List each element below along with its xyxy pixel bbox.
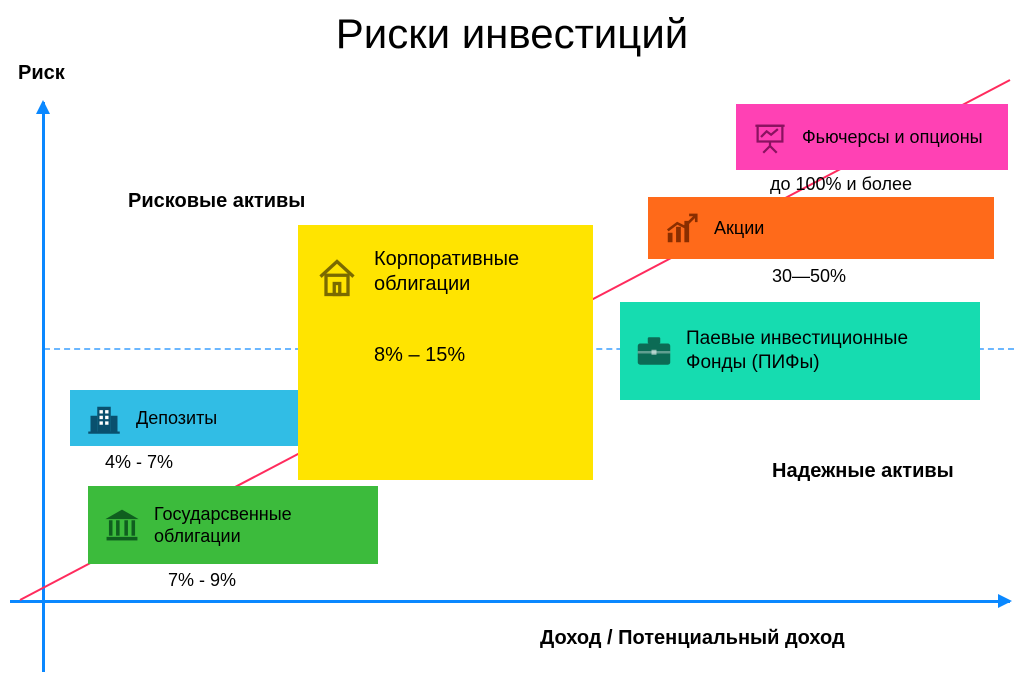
card-stocks: Акции: [648, 197, 994, 259]
card-stocks-range: 30—50%: [772, 266, 846, 287]
card-stocks-label: Акции: [714, 217, 764, 240]
y-axis-label: Риск: [18, 62, 65, 85]
institution-icon: [102, 505, 142, 545]
presentation-icon: [750, 117, 790, 157]
house-icon: [312, 253, 362, 303]
card-govbonds: Государсвенные облигации: [88, 486, 378, 564]
y-axis: [42, 102, 45, 672]
growth-icon: [662, 208, 702, 248]
card-pif-label: Паевые инвестиционные Фонды (ПИФы): [686, 327, 966, 375]
card-corp-text: Корпоративные облигации 8% – 15%: [374, 247, 579, 368]
chart-title: Риски инвестиций: [0, 10, 1024, 58]
region-risky-label: Рисковые активы: [128, 190, 305, 213]
card-futures: Фьючерсы и опционы: [736, 104, 1008, 170]
building-icon: [84, 398, 124, 438]
card-corp-range: 8% – 15%: [374, 343, 579, 368]
card-corp: Корпоративные облигации 8% – 15%: [298, 225, 593, 480]
card-futures-label: Фьючерсы и опционы: [802, 126, 983, 149]
card-deposits: Депозиты: [70, 390, 298, 446]
card-corp-label: Корпоративные облигации: [374, 248, 519, 295]
region-safe-label: Надежные активы: [772, 460, 954, 483]
x-axis-label: Доход / Потенциальный доход: [540, 627, 845, 650]
briefcase-icon: [634, 331, 674, 371]
card-futures-range: до 100% и более: [770, 174, 912, 195]
card-deposits-range: 4% - 7%: [105, 452, 173, 473]
card-deposits-label: Депозиты: [136, 407, 217, 430]
card-govbonds-label: Государсвенные облигации: [154, 503, 364, 548]
card-govbonds-range: 7% - 9%: [168, 570, 236, 591]
card-pif: Паевые инвестиционные Фонды (ПИФы): [620, 302, 980, 400]
x-axis: [10, 600, 1010, 603]
